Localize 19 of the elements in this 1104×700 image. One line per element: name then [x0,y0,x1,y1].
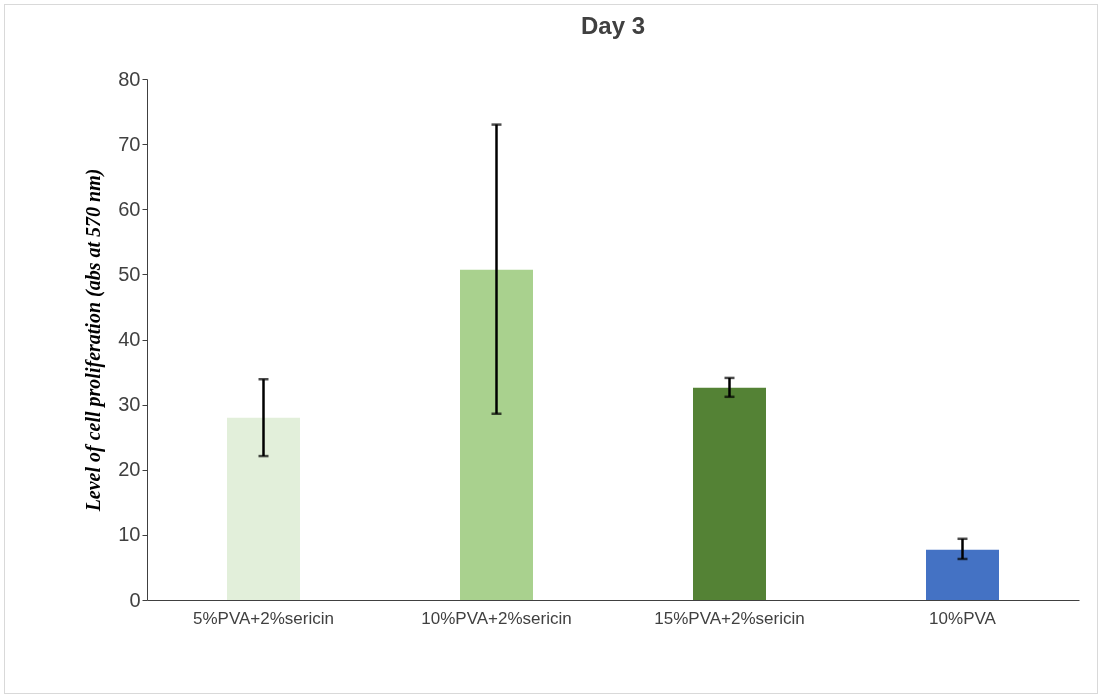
y-tick-label: 40 [118,328,141,350]
y-tick-label: 60 [118,197,141,220]
y-tick-label: 50 [118,262,141,285]
y-tick-label: 10 [118,523,141,546]
y-tick-label: 30 [118,393,141,416]
y-axis-title: Level of cell proliferation (abs at 570 nm) [82,168,106,513]
bar [460,269,533,600]
bar [693,387,766,600]
y-tick-label: 80 [118,67,141,90]
chart-title: Day 3 [580,12,646,39]
bar [227,417,300,600]
y-tick-label: 20 [118,458,141,481]
x-tick-label: 10%PVA [929,608,997,628]
x-tick-label: 15%PVA+2%sericin [654,608,805,628]
y-tick-label: 0 [129,588,141,611]
x-tick-label: 5%PVA+2%sericin [193,608,334,628]
y-tick-label: 70 [118,132,141,155]
x-tick-label: 10%PVA+2%sericin [421,608,572,628]
bar [926,549,999,600]
